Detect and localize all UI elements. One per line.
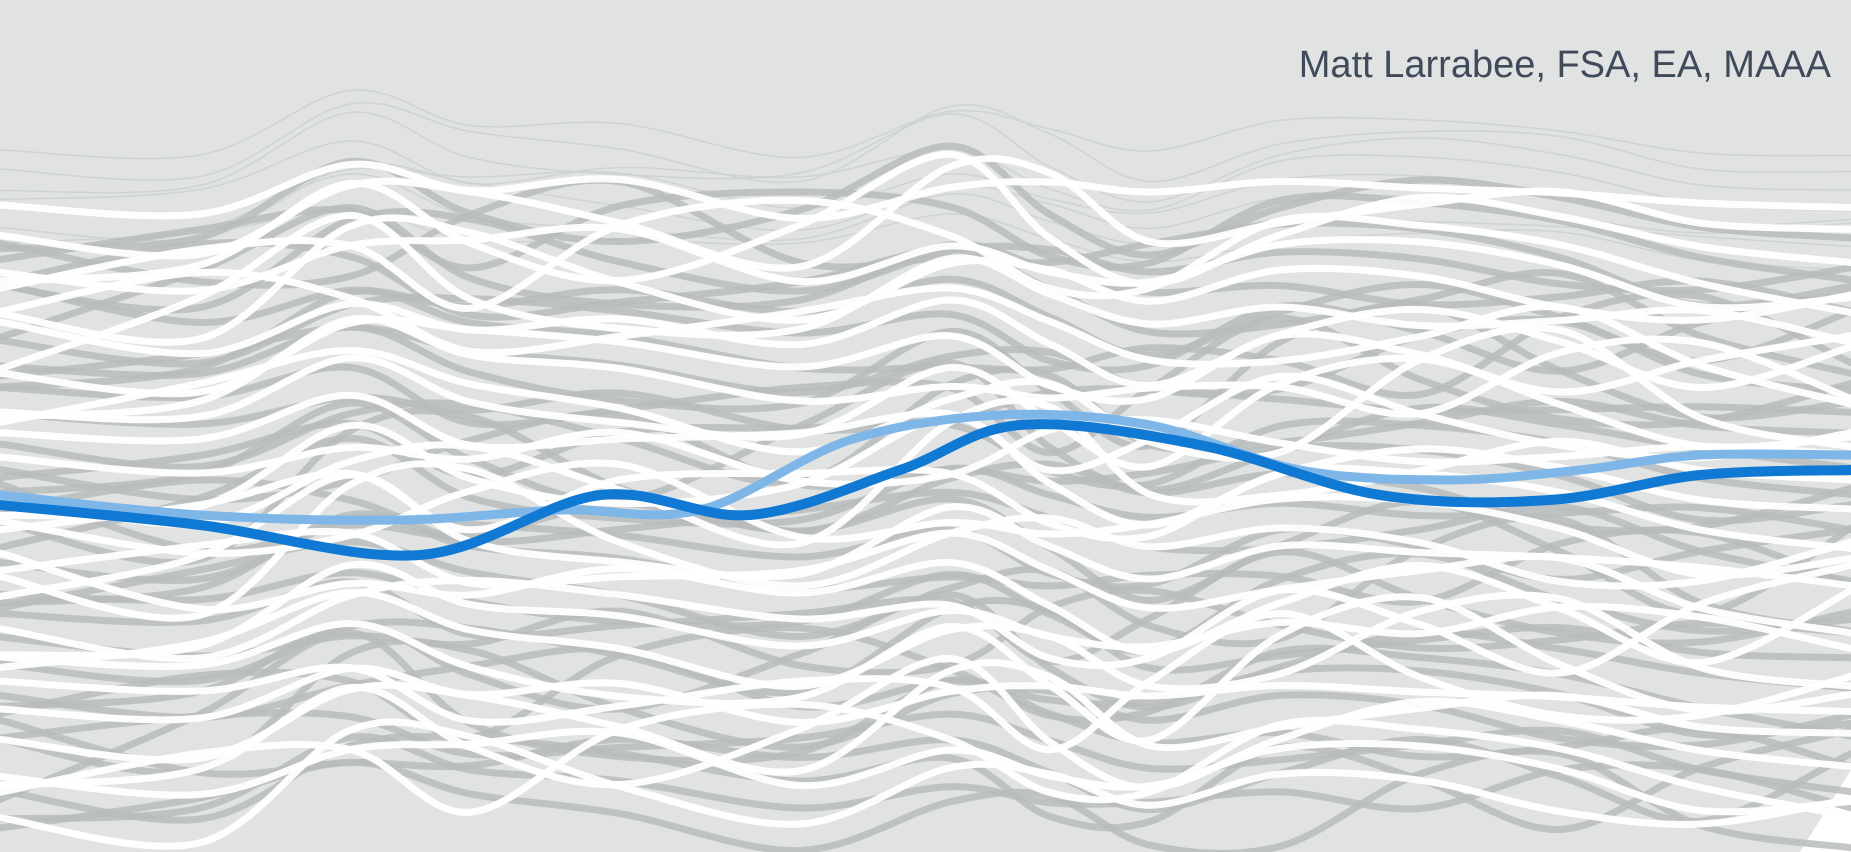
white-wave-line bbox=[0, 560, 1851, 660]
highlight-line-dark bbox=[0, 419, 1851, 561]
gray-wave-line bbox=[0, 365, 1851, 487]
highlight-line-light bbox=[0, 409, 1851, 525]
white-wave-line bbox=[0, 588, 1851, 693]
white-wave-line bbox=[0, 268, 1851, 408]
white-wave-line bbox=[0, 415, 1851, 488]
white-wave-line bbox=[0, 527, 1851, 637]
white-wave-line bbox=[0, 324, 1851, 462]
faint-wave-line bbox=[0, 102, 1851, 184]
white-wave-line bbox=[0, 296, 1851, 392]
white-wave-line bbox=[0, 315, 1851, 405]
faint-wave-line bbox=[0, 89, 1851, 160]
white-wave-line bbox=[0, 354, 1851, 471]
white-line-group bbox=[0, 150, 1851, 850]
gray-wave-line bbox=[0, 747, 1851, 852]
white-wave-line bbox=[0, 223, 1851, 312]
white-wave-line bbox=[0, 727, 1851, 816]
white-wave-line bbox=[0, 314, 1851, 421]
gray-wave-line bbox=[0, 476, 1851, 585]
white-wave-line bbox=[0, 211, 1851, 373]
white-wave-line bbox=[0, 150, 1851, 288]
white-wave-line bbox=[0, 593, 1851, 745]
gray-wave-line bbox=[0, 709, 1851, 796]
gray-wave-line bbox=[0, 733, 1851, 823]
gray-wave-line bbox=[0, 239, 1851, 377]
faint-wave-line bbox=[0, 173, 1851, 253]
white-wave-line bbox=[0, 654, 1851, 792]
author-credit: Matt Larrabee, FSA, EA, MAAA bbox=[1298, 44, 1831, 86]
faint-wave-line bbox=[0, 111, 1851, 203]
white-wave-line bbox=[0, 718, 1851, 850]
